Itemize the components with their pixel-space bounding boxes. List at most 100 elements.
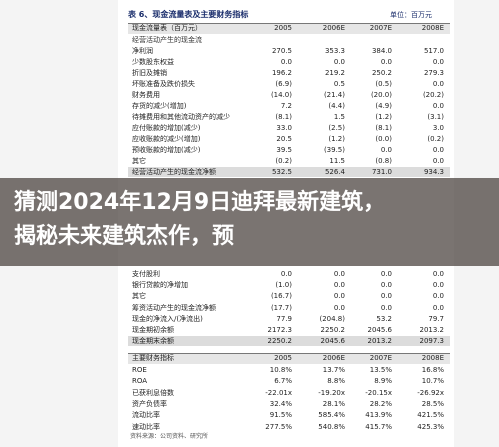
cell: (8.1): [275, 113, 292, 121]
cell: 0.0: [380, 281, 392, 290]
unit: 单位：百万元: [390, 11, 432, 19]
cell: (4.9): [375, 102, 392, 110]
highlight: [128, 336, 450, 347]
cell: 28.5%: [421, 399, 444, 408]
cell: 0.0: [380, 303, 392, 312]
cell: 0.0: [333, 281, 345, 290]
cell: (4.4): [328, 102, 345, 110]
banner: 猜测2024年12月9日迪拜最新建筑， 揭秘未来建筑杰作，预: [0, 178, 499, 266]
row-label: 应付账款的增加(减少): [132, 124, 201, 132]
row-label: 现金的净流入/(净流出): [132, 314, 203, 323]
cell: 13.7%: [322, 366, 345, 374]
cell: -26.92x: [417, 388, 444, 397]
cell: 0.0: [333, 303, 345, 312]
cell: 415.7%: [365, 422, 392, 431]
cell: 0.5: [333, 80, 345, 88]
cell: 421.5%: [417, 411, 444, 420]
cell: (20.0): [370, 91, 392, 99]
row-label: 筹资活动产生的现金流净额: [132, 303, 216, 312]
row-label: 净利润: [132, 47, 153, 55]
row-label: 少数股东权益: [132, 58, 174, 66]
header-band: [128, 23, 450, 34]
cell: 79.7: [428, 314, 444, 323]
cell: 0.0: [432, 58, 444, 66]
cell: 585.4%: [318, 411, 345, 420]
cell: (16.7): [270, 292, 292, 301]
cell: 196.2: [271, 69, 292, 77]
cell: 270.5: [271, 47, 292, 55]
cell: 3.0: [432, 124, 444, 132]
row-label: 预收账款的增加(减少): [132, 146, 201, 154]
cell: 2045.6: [367, 326, 393, 334]
row-label: 支付股利: [132, 270, 160, 278]
cell: (0.2): [275, 157, 292, 165]
cell: 2013.2: [367, 337, 393, 346]
cell: 0.0: [432, 102, 444, 110]
cell: (1.0): [275, 281, 292, 290]
row-label: ROE: [132, 366, 147, 374]
cell: 10.8%: [269, 366, 292, 374]
row-label: 财务费用: [132, 91, 160, 99]
cell: 353.3: [324, 47, 345, 55]
cell: 53.2: [376, 314, 392, 323]
row-label: 经营活动产生的现金流: [132, 36, 202, 44]
cell: (17.7): [270, 303, 292, 312]
cell: 28.1%: [322, 399, 345, 408]
row-label: 流动比率: [132, 411, 160, 420]
cell: 33.0: [276, 124, 292, 132]
row-label: 资产负债率: [132, 399, 167, 408]
cell: 2008E: [421, 354, 444, 362]
cell: 10.7%: [421, 377, 444, 386]
cell: 91.5%: [269, 411, 292, 420]
banner-line: 揭秘未来建筑杰作，预: [14, 224, 235, 249]
row-label: 其它: [132, 292, 146, 301]
cell: 0.0: [432, 146, 444, 154]
row-label: 现金流量表（百万元）: [132, 24, 202, 32]
cell: 28.2%: [369, 399, 392, 408]
cell: 279.3: [423, 69, 444, 77]
cell: (1.2): [328, 135, 345, 143]
cell: 11.5: [329, 157, 345, 165]
cell: (8.1): [375, 124, 392, 132]
cell: 0.0: [432, 157, 444, 165]
cell: 384.0: [371, 47, 392, 55]
cell: 425.3%: [417, 422, 444, 431]
row-label: 折旧及摊销: [132, 69, 167, 77]
cell: 219.2: [324, 69, 345, 77]
row-label: 已获利息倍数: [132, 388, 174, 397]
cell: 934.3: [423, 168, 444, 176]
cell: (2.5): [328, 124, 345, 132]
cell: 16.8%: [421, 366, 444, 374]
row-label: 现金期初余额: [132, 326, 174, 334]
cell: (0.2): [427, 135, 444, 143]
row-label: 其它: [132, 157, 146, 165]
cell: 2013.2: [419, 326, 445, 334]
cell: 2250.2: [320, 326, 346, 334]
cell: (3.1): [427, 113, 444, 121]
cell: (21.4): [323, 91, 345, 99]
cell: 731.0: [371, 168, 392, 176]
cell: (20.2): [422, 91, 444, 99]
cell: 7.2: [280, 102, 292, 110]
cell: 526.4: [324, 168, 345, 176]
banner-line: 猜测2024年12月9日迪拜最新建筑，: [14, 190, 386, 215]
cell: 0.0: [333, 270, 345, 278]
highlight: [128, 167, 450, 177]
cell: 2097.3: [419, 337, 445, 346]
row-label: 银行贷款的净增加: [132, 281, 188, 290]
cell: 8.9%: [374, 377, 392, 386]
row-label: 主要财务指标: [132, 354, 174, 362]
row-label: 现金期末余额: [132, 337, 174, 346]
cell: 250.2: [371, 69, 392, 77]
cell: 0.0: [280, 58, 292, 66]
cell: 0.0: [333, 58, 345, 66]
cell: (204.8): [319, 314, 345, 323]
cell: 77.9: [276, 314, 292, 323]
row-label: 经营活动产生的现金流净额: [132, 168, 216, 176]
cell: 2005: [274, 24, 292, 32]
cell: (0.8): [375, 157, 392, 165]
cell: 20.5: [276, 135, 292, 143]
cell: 32.4%: [269, 399, 292, 408]
source: 资料来源：公司资料、研究所: [130, 433, 209, 440]
cell: 13.5%: [369, 366, 392, 374]
